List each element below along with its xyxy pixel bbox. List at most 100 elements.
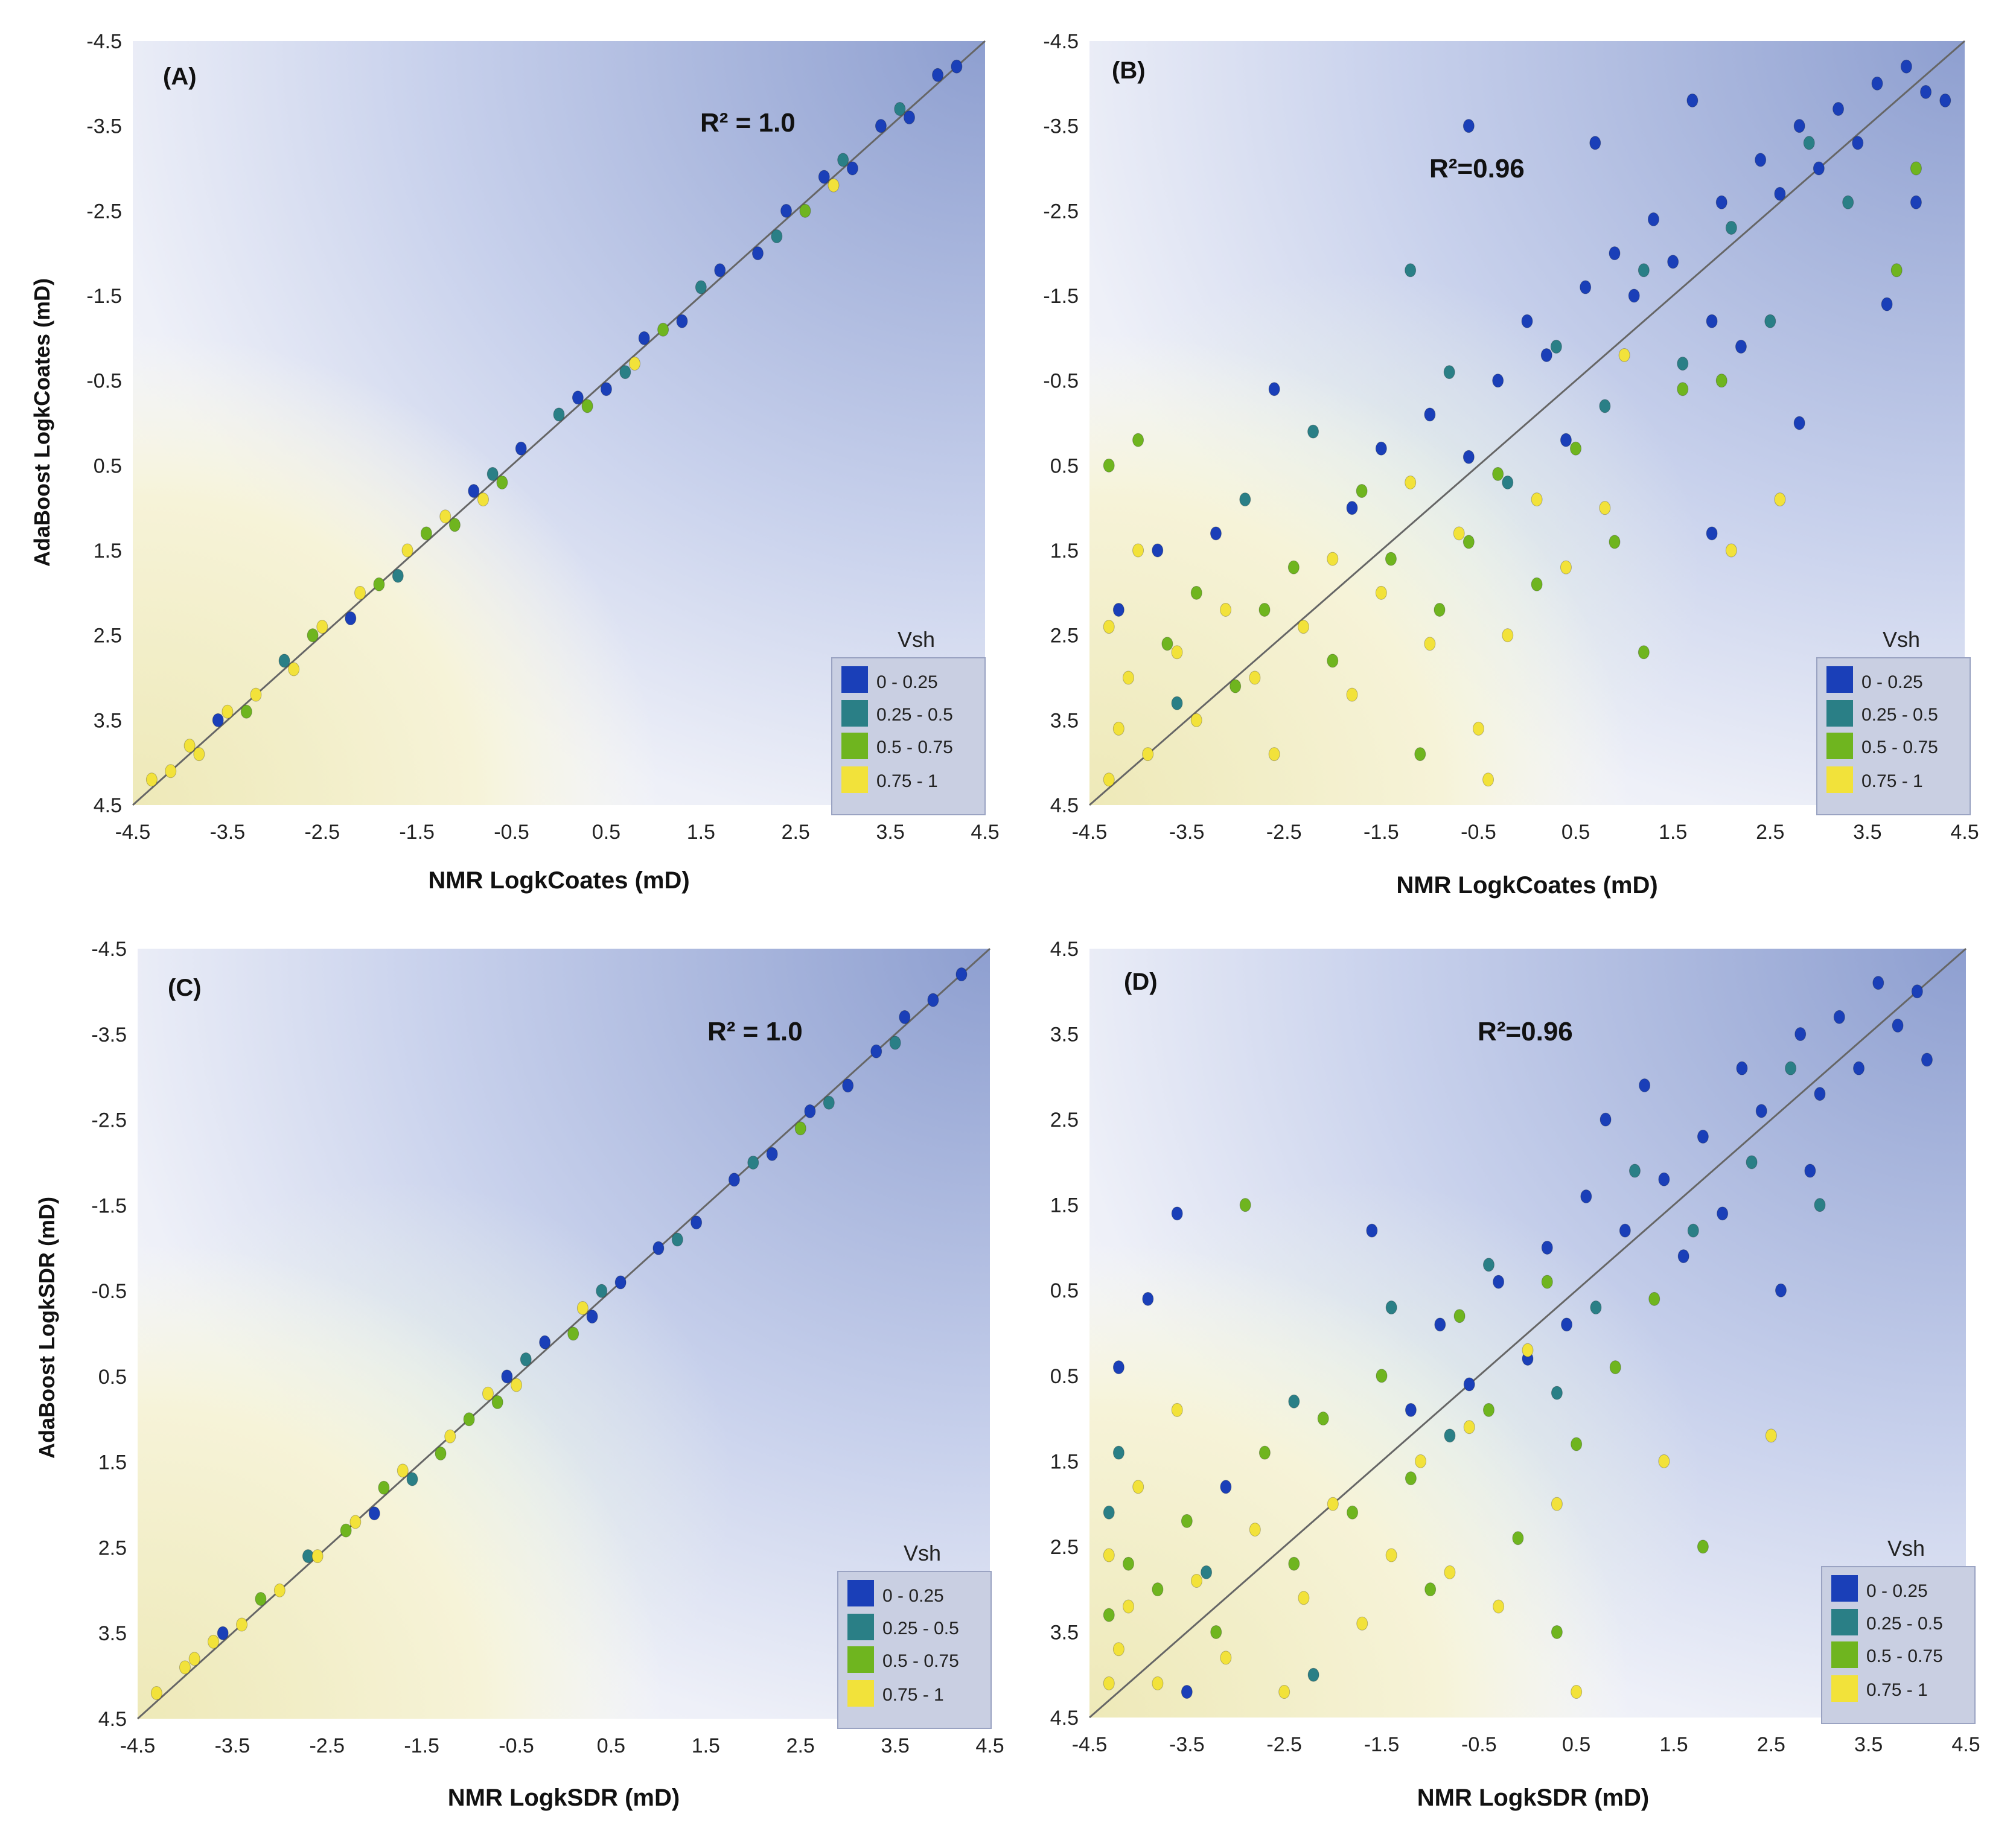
data-point — [392, 568, 404, 583]
data-point — [576, 1301, 589, 1315]
y-tick-label: -3.5 — [1043, 115, 1079, 138]
data-point — [1775, 1283, 1787, 1297]
data-point — [1570, 441, 1582, 456]
x-tick-label: -3.5 — [215, 1734, 250, 1757]
data-point — [586, 1310, 598, 1324]
data-point — [1502, 475, 1514, 489]
data-point — [1706, 526, 1718, 541]
legend: Vsh 0 - 0.25 0.25 - 0.5 0.5 - 0.75 0.75 … — [1816, 627, 1971, 815]
data-point — [1463, 119, 1475, 133]
data-point — [1230, 679, 1242, 693]
data-point — [1142, 1291, 1154, 1306]
data-point — [1774, 186, 1786, 201]
data-point — [240, 704, 252, 719]
data-point — [1715, 374, 1727, 388]
legend-item-1: 0 - 0.25 — [1866, 1581, 1928, 1601]
data-point — [799, 203, 811, 218]
legend-swatch-2 — [841, 700, 868, 727]
data-point — [714, 263, 726, 278]
data-point — [1571, 1437, 1583, 1451]
r-squared-label: R² = 1.0 — [707, 1017, 803, 1046]
x-tick-label: 3.5 — [876, 821, 904, 844]
x-tick-label: -4.5 — [115, 821, 151, 844]
data-point — [1910, 195, 1922, 209]
data-point — [1366, 1223, 1378, 1238]
legend-swatch-1 — [1831, 1575, 1858, 1602]
data-point — [236, 1617, 248, 1632]
legend-swatch-3 — [1826, 733, 1853, 759]
data-point — [1939, 93, 1951, 107]
panel-label: (B) — [1112, 57, 1146, 84]
data-point — [1580, 280, 1592, 294]
data-point — [501, 1369, 513, 1384]
data-point — [1103, 1608, 1115, 1622]
x-tick-label: -1.5 — [404, 1734, 439, 1757]
legend-swatch-3 — [847, 1646, 874, 1673]
data-point — [316, 620, 328, 634]
data-point — [1794, 1027, 1807, 1042]
r-squared-label: R²=0.96 — [1478, 1017, 1573, 1046]
x-tick-label: 1.5 — [1659, 1733, 1688, 1756]
panel-b: -4.5 -3.5 -2.5 -1.5 -0.5 0.5 1.5 2.5 3.5 4.5 -4.5 -… — [1043, 30, 1979, 899]
data-point — [477, 492, 489, 507]
y-tick-label: 4.5 — [1050, 938, 1079, 961]
data-point — [1571, 1685, 1583, 1699]
scatter-points — [145, 59, 963, 787]
data-point — [794, 1121, 806, 1136]
data-point — [1258, 1445, 1271, 1460]
x-tick-label: -2.5 — [309, 1734, 345, 1757]
x-tick-label: -3.5 — [1169, 1733, 1205, 1756]
data-point — [463, 1412, 475, 1427]
scatter-points — [1103, 976, 1933, 1699]
y-tick-label: 1.5 — [1050, 1194, 1079, 1217]
data-point — [1405, 263, 1417, 278]
legend-title: Vsh — [1883, 627, 1920, 652]
legend-item-2: 0.25 - 0.5 — [882, 1619, 959, 1638]
reference-line — [132, 40, 986, 806]
data-point — [823, 1095, 835, 1110]
data-point — [846, 161, 858, 176]
data-point — [188, 1652, 200, 1666]
data-point — [145, 772, 158, 787]
data-point — [1327, 552, 1339, 566]
data-point — [1288, 1394, 1300, 1409]
data-point — [828, 178, 840, 193]
tick-labels: -4.5 -3.5 -2.5 -1.5 -0.5 0.5 1.5 2.5 3.5 4.5 -4.5 -… — [1043, 30, 1979, 844]
data-point — [448, 518, 461, 532]
data-point — [1600, 1112, 1612, 1127]
data-point — [1220, 1480, 1232, 1494]
x-tick-label: -3.5 — [210, 821, 246, 844]
data-point — [1493, 1599, 1505, 1614]
data-point — [1910, 161, 1922, 176]
legend-item-3: 0.5 - 0.75 — [876, 737, 953, 757]
data-point — [1667, 255, 1679, 269]
data-point — [1881, 297, 1893, 311]
data-point — [652, 1241, 665, 1255]
data-point — [1764, 314, 1776, 328]
x-tick-label: 4.5 — [975, 1734, 1004, 1757]
data-point — [1307, 424, 1319, 439]
y-tick-label: 3.5 — [94, 709, 122, 732]
data-point — [1697, 1129, 1709, 1144]
data-point — [255, 1592, 267, 1606]
data-point — [1112, 1445, 1124, 1460]
data-point — [1658, 1454, 1670, 1468]
y-tick-label: -0.5 — [1043, 370, 1079, 393]
data-point — [766, 1147, 778, 1161]
data-point — [1521, 314, 1533, 328]
x-tick-label: -0.5 — [494, 821, 529, 844]
x-tick-label: 4.5 — [1950, 821, 1979, 844]
data-point — [1297, 620, 1309, 634]
y-tick-label: -3.5 — [86, 115, 122, 138]
x-tick-label: 3.5 — [1854, 1733, 1883, 1756]
scatter-points — [1103, 59, 1951, 787]
x-tick-label: 0.5 — [592, 821, 620, 844]
data-point — [468, 484, 480, 498]
data-point — [435, 1446, 447, 1460]
data-point — [1871, 76, 1883, 91]
data-point — [1181, 1514, 1193, 1528]
data-point — [1638, 263, 1650, 278]
y-tick-label: 1.5 — [98, 1451, 127, 1474]
data-point — [378, 1480, 390, 1495]
